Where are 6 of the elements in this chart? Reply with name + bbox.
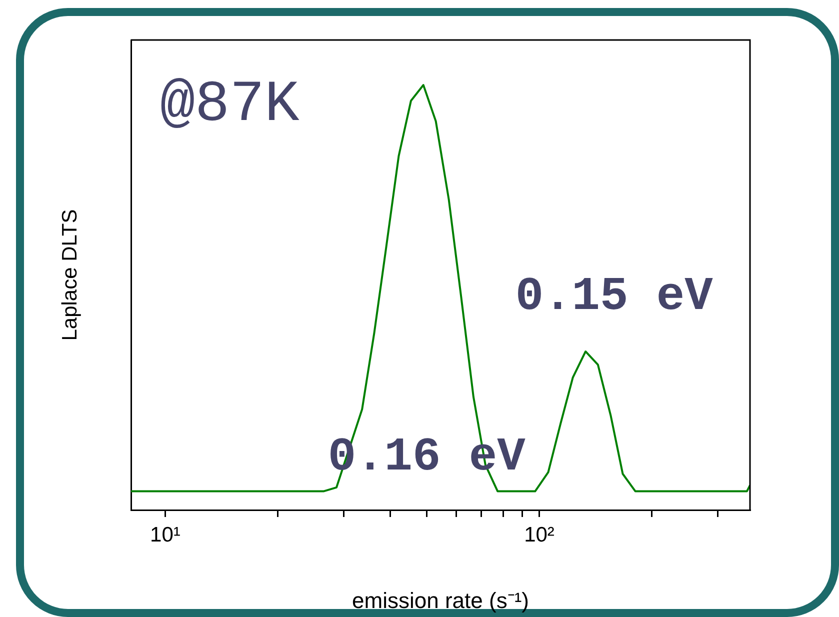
annotation: 0.15 eV — [515, 270, 714, 324]
annotation: @87K — [160, 73, 300, 138]
x-axis-title: emission rate (s⁻¹) — [352, 588, 529, 613]
y-axis-title: Laplace DLTS — [58, 209, 82, 341]
x-tick-label: 10² — [524, 523, 554, 546]
x-tick-label: 10¹ — [150, 523, 180, 546]
